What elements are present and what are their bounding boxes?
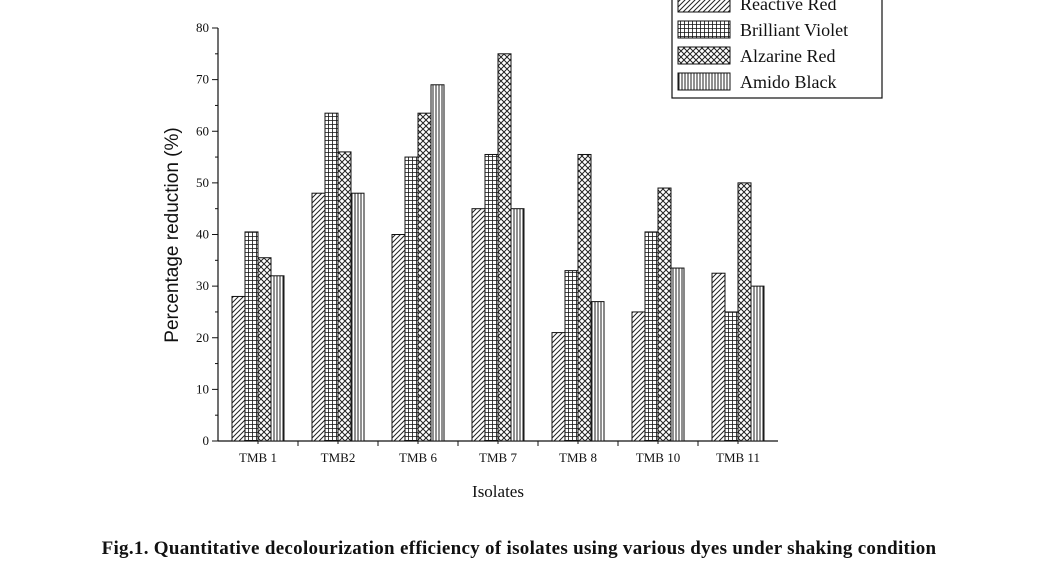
y-tick-label: 80 (196, 20, 209, 35)
bar-reactive-red (471, 208, 486, 442)
x-tick-label: TMB 11 (716, 450, 760, 465)
bar-amido-black (350, 192, 365, 442)
bar-brilliant-violet (484, 153, 499, 442)
x-tick-label: TMB 10 (636, 450, 680, 465)
bar-brilliant-violet (724, 311, 739, 442)
legend-label: Amido Black (740, 72, 837, 92)
bar-alzarine-red (577, 153, 592, 442)
y-tick-label: 40 (196, 227, 209, 242)
bar-alzarine-red (257, 257, 272, 442)
x-tick-label: TMB 8 (559, 450, 597, 465)
bar-amido-black (270, 275, 285, 442)
bar-alzarine-red (417, 112, 432, 442)
bar-amido-black (510, 208, 525, 442)
y-tick-label: 70 (196, 72, 209, 87)
bar-amido-black (590, 301, 605, 442)
bar-amido-black (430, 84, 445, 442)
y-tick-label: 50 (196, 175, 209, 190)
bar-brilliant-violet (404, 156, 419, 442)
y-tick-label: 60 (196, 123, 209, 138)
bar-brilliant-violet (564, 270, 579, 442)
bar-alzarine-red (337, 151, 352, 442)
bar-reactive-red (631, 311, 646, 442)
bar-alzarine-red (497, 53, 512, 442)
bar-brilliant-violet (244, 231, 259, 442)
bar-reactive-red (711, 272, 726, 442)
legend-label: Reactive Red (740, 0, 836, 14)
legend-swatch (677, 46, 731, 65)
bar-reactive-red (311, 192, 326, 442)
bar-reactive-red (231, 295, 246, 442)
legend-swatch (677, 72, 731, 91)
legend-label: Alzarine Red (740, 46, 835, 66)
legend: Reactive Red Brilliant Violet Alzarine Red… (671, 0, 883, 99)
y-tick-label: 20 (196, 330, 209, 345)
bar-alzarine-red (657, 187, 672, 442)
y-axis-title: Percentage reduction (%) (162, 127, 183, 342)
x-tick-label: TMB 1 (239, 450, 277, 465)
x-axis-title: Isolates (472, 482, 524, 501)
legend-swatch (677, 20, 731, 39)
bar-reactive-red (391, 234, 406, 442)
bar-amido-black (750, 285, 765, 442)
x-tick-label: TMB 7 (479, 450, 517, 465)
bar-amido-black (670, 267, 685, 442)
x-tick-label: TMB2 (321, 450, 356, 465)
legend-swatch (677, 0, 731, 13)
figure-caption: Fig.1. Quantitative decolourization effi… (101, 538, 937, 559)
bar-brilliant-violet (644, 231, 659, 442)
legend-label: Brilliant Violet (740, 20, 848, 40)
bar-reactive-red (551, 332, 566, 442)
bar-alzarine-red (737, 182, 752, 442)
y-tick-label: 30 (196, 278, 209, 293)
y-tick-label: 10 (196, 381, 209, 396)
x-tick-label: TMB 6 (399, 450, 437, 465)
bar-brilliant-violet (324, 112, 339, 442)
y-tick-label: 0 (203, 433, 210, 448)
